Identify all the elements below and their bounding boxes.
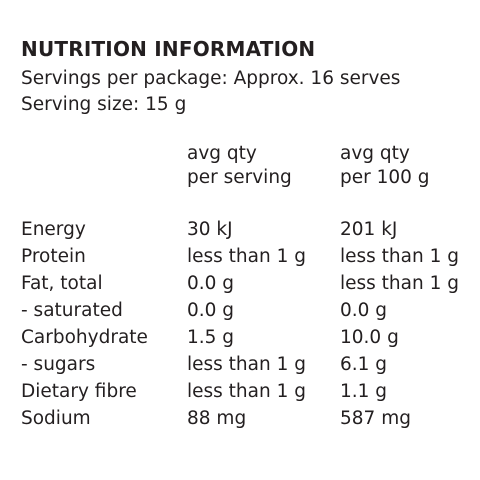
row-label: Fat, total [21,273,103,294]
row-per-serving: 1.5 g [187,327,235,348]
row-label: - sugars [21,354,96,375]
table-row-protein: Protein less than 1 g less than 1 g [0,244,480,272]
serving-size: Serving size: 15 g [21,94,187,115]
table-row-fat-total: Fat, total 0.0 g less than 1 g [0,271,480,299]
panel-title: NUTRITION INFORMATION [21,37,316,61]
servings-per-package: Servings per package: Approx. 16 serves [21,68,401,89]
row-per-serving: less than 1 g [187,381,306,402]
row-per-100g: 0.0 g [340,300,388,321]
row-per-serving: less than 1 g [187,246,306,267]
row-per-100g: 201 kJ [340,219,398,240]
row-label: Dietary fibre [21,381,137,402]
row-label: Sodium [21,408,91,429]
header-per-100g-line1: avg qty [340,143,410,164]
row-per-serving: 88 mg [187,408,247,429]
row-per-serving: 30 kJ [187,219,233,240]
header-per-100g: avg qty per 100 g [340,142,430,190]
row-label: - saturated [21,300,123,321]
row-per-100g: less than 1 g [340,246,459,267]
row-per-100g: 6.1 g [340,354,388,375]
header-per-serving-line1: avg qty [187,143,257,164]
table-row-carbohydrate: Carbohydrate 1.5 g 10.0 g [0,325,480,353]
row-per-100g: 1.1 g [340,381,388,402]
row-per-serving: 0.0 g [187,300,235,321]
table-row-saturated: - saturated 0.0 g 0.0 g [0,298,480,326]
row-per-serving: less than 1 g [187,354,306,375]
table-row-energy: Energy 30 kJ 201 kJ [0,217,480,245]
row-label: Protein [21,246,86,267]
header-per-100g-line2: per 100 g [340,167,430,188]
header-per-serving: avg qty per serving [187,142,292,190]
row-per-serving: 0.0 g [187,273,235,294]
header-per-serving-line2: per serving [187,167,292,188]
table-row-dietary-fibre: Dietary fibre less than 1 g 1.1 g [0,379,480,407]
table-row-sugars: - sugars less than 1 g 6.1 g [0,352,480,380]
table-row-sodium: Sodium 88 mg 587 mg [0,406,480,434]
row-label: Energy [21,219,86,240]
row-per-100g: 587 mg [340,408,411,429]
row-per-100g: 10.0 g [340,327,399,348]
row-label: Carbohydrate [21,327,148,348]
row-per-100g: less than 1 g [340,273,459,294]
